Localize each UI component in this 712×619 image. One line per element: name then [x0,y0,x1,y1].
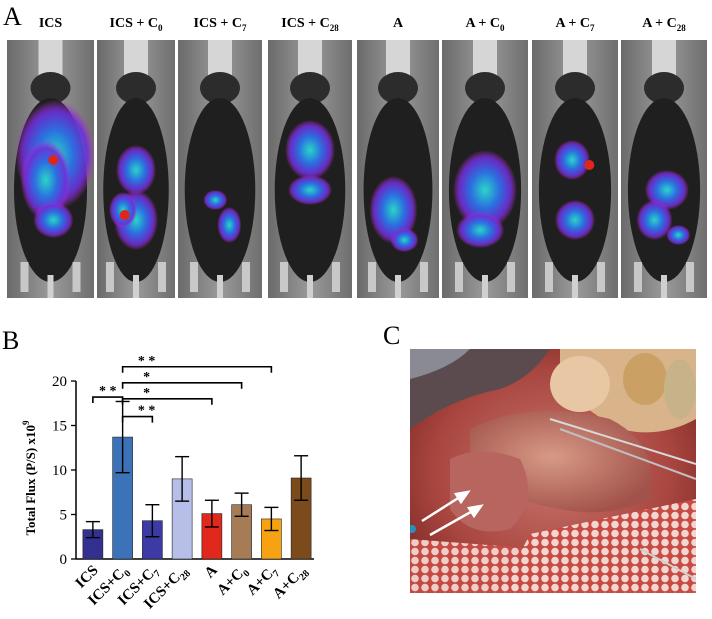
panel-a-label-1: ICS [38,16,63,31]
panel-b-letter: B [2,326,20,355]
significance-label-5: * * [138,354,156,369]
y-tick-label: 20 [52,374,67,390]
x-tick-label-8: A+C28 [270,563,312,605]
panel-a-image-3 [178,40,262,298]
panel-a-image-7 [532,40,618,298]
significance-label-2: * * [138,404,156,419]
panel-a-letter: A [3,2,22,31]
panel-b-bar-chart: 0 5 10 15 20 Total Flux (P/S) x109 ICS ICS+C0 IC… [0,336,380,619]
significance-label-1: * * [99,384,117,399]
significance-bracket-2 [121,415,154,423]
panel-c-surgical-photo [410,349,696,593]
panel-a-image-2 [97,40,175,298]
significance-bracket-3 [121,398,213,405]
panel-a-image-6 [442,40,528,298]
significance-label-3: * [143,386,150,401]
panel-a-label-5: A [392,16,404,31]
panel-c-letter: C [383,321,401,350]
panel-a-label-8: A + C28 [642,16,686,33]
significance-label-4: * [143,370,150,385]
significance-bracket-4 [121,381,243,389]
significance-bracket-5 [121,365,273,373]
x-tick-label-6: A+C0 [214,563,252,601]
x-tick-label-5: A [202,562,221,581]
panel-a-label-6: A + C0 [465,16,505,33]
y-tick-label: 10 [52,463,67,479]
panel-a-label-7: A + C7 [555,16,595,33]
panel-a-label-2: ICS + C0 [109,16,163,33]
panel-a-image-1 [7,40,94,298]
panel-a-image-4 [268,40,352,298]
y-tick-label: 15 [52,419,67,435]
y-tick-label: 0 [60,552,68,568]
y-tick-label: 5 [60,508,68,524]
panel-a-label-4: ICS + C28 [281,16,339,33]
panel-a-image-5 [357,40,439,298]
panel-a-image-8 [621,40,707,298]
y-axis-label: Total Flux (P/S) x109 [21,420,38,535]
panel-a-label-3: ICS + C7 [193,16,247,33]
